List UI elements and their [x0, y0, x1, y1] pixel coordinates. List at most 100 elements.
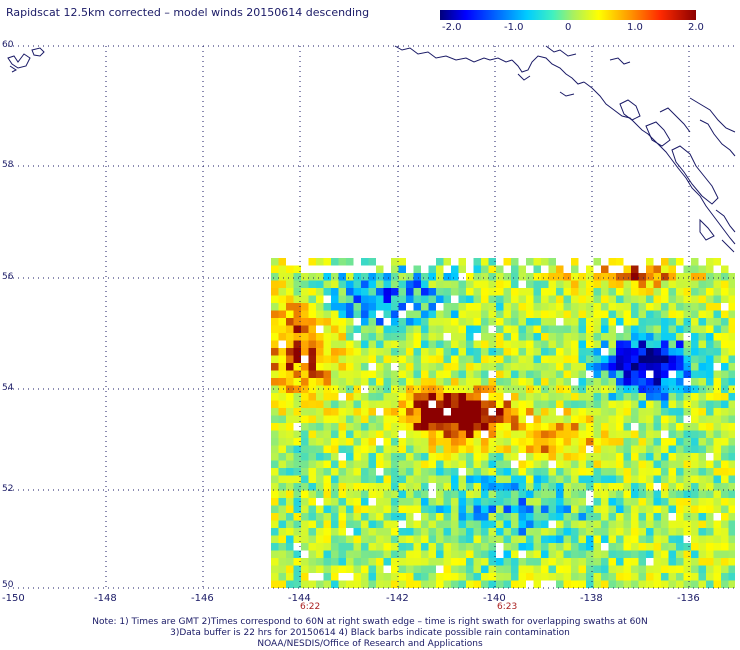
swath-cell — [458, 535, 466, 543]
swath-cell — [368, 258, 376, 266]
swath-cell — [323, 280, 331, 288]
swath-cell — [571, 295, 579, 303]
swath-cell — [383, 318, 391, 326]
swath-cell — [601, 528, 609, 536]
swath-cell — [346, 273, 354, 281]
swath-cell — [578, 348, 586, 356]
swath-cell — [526, 310, 534, 318]
swath-cell — [526, 280, 534, 288]
swath-cell — [278, 483, 286, 491]
swath-cell — [623, 573, 631, 581]
swath-cell — [623, 318, 631, 326]
swath-cell — [368, 348, 376, 356]
swath-cell — [346, 498, 354, 506]
swath-cell — [353, 423, 361, 431]
swath-cell — [631, 303, 639, 311]
swath-cell — [631, 318, 639, 326]
swath-cell — [616, 363, 624, 371]
swath-cell — [443, 573, 451, 581]
swath-cell — [518, 438, 526, 446]
swath-cell — [331, 483, 339, 491]
swath-cell — [278, 565, 286, 573]
swath-cell — [601, 490, 609, 498]
swath-cell — [361, 468, 369, 476]
swath-cell — [428, 310, 436, 318]
swath-cell — [653, 355, 661, 363]
swath-cell — [428, 318, 436, 326]
colorbar — [440, 10, 696, 20]
swath-cell — [676, 565, 684, 573]
swath-cell — [451, 445, 459, 453]
swath-cell — [601, 535, 609, 543]
swath-cell — [646, 528, 654, 536]
swath-cell — [286, 475, 294, 483]
swath-cell — [398, 295, 406, 303]
swath-cell — [638, 490, 646, 498]
swath-cell — [713, 415, 721, 423]
swath-cell — [458, 498, 466, 506]
swath-cell — [616, 513, 624, 521]
swath-cell — [398, 543, 406, 551]
swath-cell — [316, 535, 324, 543]
swath-cell — [653, 333, 661, 341]
swath-cell — [301, 535, 309, 543]
swath-cell — [458, 445, 466, 453]
swath-cell — [323, 513, 331, 521]
swath-cell — [518, 528, 526, 536]
swath-cell — [391, 378, 399, 386]
swath-cell — [346, 385, 354, 393]
swath-cell — [286, 460, 294, 468]
swath-cell — [436, 355, 444, 363]
swath-cell — [646, 273, 654, 281]
swath-cell — [406, 408, 414, 416]
swath-cell — [676, 543, 684, 551]
swath-cell — [691, 415, 699, 423]
swath-cell — [713, 438, 721, 446]
swath-cell — [488, 378, 496, 386]
swath-cell — [691, 280, 699, 288]
swath-cell — [338, 378, 346, 386]
swath-cell — [676, 430, 684, 438]
swath-cell — [398, 288, 406, 296]
swath-cell — [443, 423, 451, 431]
swath-cell — [706, 333, 714, 341]
swath-cell — [533, 258, 541, 266]
swath-cell — [571, 490, 579, 498]
swath-cell — [421, 333, 429, 341]
swath-cell — [458, 370, 466, 378]
swath-cell — [631, 490, 639, 498]
swath-cell — [563, 340, 571, 348]
swath-cell — [451, 400, 459, 408]
swath-cell — [661, 460, 669, 468]
swath-cell — [368, 468, 376, 476]
swath-cell — [481, 573, 489, 581]
swath-cell — [593, 400, 601, 408]
swath-cell — [316, 333, 324, 341]
swath-cell — [713, 363, 721, 371]
swath-cell — [541, 498, 549, 506]
swath-cell — [541, 535, 549, 543]
swath-cell — [278, 318, 286, 326]
swath-cell — [376, 288, 384, 296]
swath-cell — [638, 445, 646, 453]
swath-cell — [608, 520, 616, 528]
swath-cell — [533, 348, 541, 356]
swath-cell — [316, 288, 324, 296]
swath-cell — [683, 393, 691, 401]
swath-cell — [548, 535, 556, 543]
swath-cell — [593, 505, 601, 513]
swath-cell — [353, 498, 361, 506]
swath-cell — [308, 295, 316, 303]
swath-cell — [331, 258, 339, 266]
swath-cell — [271, 408, 279, 416]
swath-cell — [721, 535, 729, 543]
swath-cell — [586, 348, 594, 356]
swath-cell — [488, 408, 496, 416]
swath-cell — [428, 498, 436, 506]
swath-cell — [616, 378, 624, 386]
swath-cell — [286, 400, 294, 408]
swath-cell — [578, 573, 586, 581]
swath-cell — [503, 378, 511, 386]
swath-cell — [308, 565, 316, 573]
swath-cell — [413, 460, 421, 468]
